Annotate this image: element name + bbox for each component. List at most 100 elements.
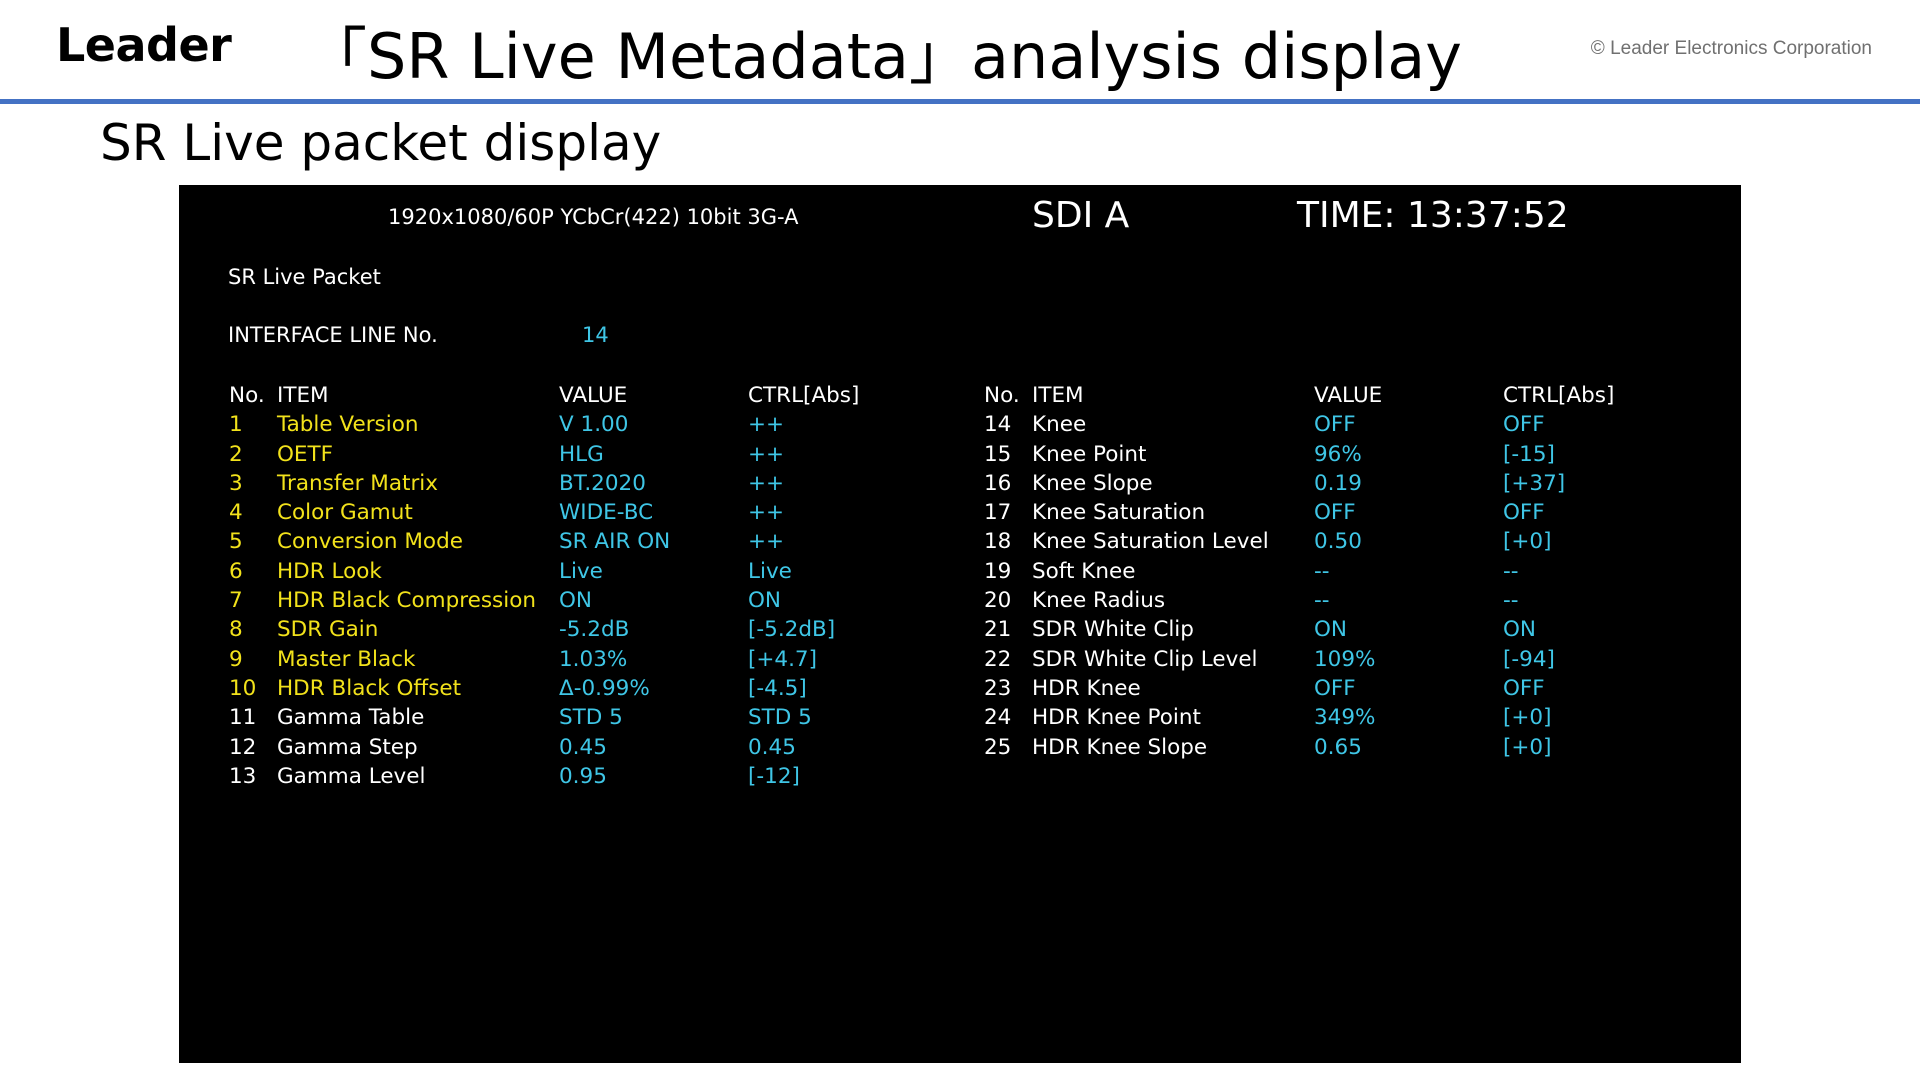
row-ctrl: [-12]: [748, 763, 800, 789]
row-value: 0.65: [1314, 734, 1362, 760]
column-header-no: No.: [984, 383, 1020, 408]
row-value: SR AIR ON: [559, 529, 671, 555]
row-value: 0.19: [1314, 470, 1362, 496]
row-ctrl: STD 5: [748, 705, 812, 731]
row-item: Gamma Table: [277, 705, 425, 731]
row-item: Knee Saturation Level: [1032, 529, 1269, 555]
row-value: 109%: [1314, 646, 1376, 672]
row-value: V 1.00: [559, 412, 629, 438]
row-item: SDR Gain: [277, 617, 379, 643]
row-value: 96%: [1314, 441, 1362, 467]
header-divider: [0, 99, 1920, 104]
row-value: ON: [559, 588, 593, 614]
row-number: 5: [229, 529, 243, 555]
row-ctrl: ++: [748, 441, 785, 467]
row-ctrl: OFF: [1503, 412, 1545, 438]
row-item: Transfer Matrix: [277, 470, 438, 496]
row-number: 13: [229, 763, 257, 789]
row-value: --: [1314, 588, 1330, 614]
row-value: OFF: [1314, 500, 1356, 526]
row-number: 22: [984, 646, 1012, 672]
row-ctrl: --: [1503, 558, 1519, 584]
row-item: Knee Slope: [1032, 470, 1153, 496]
row-item: Knee: [1032, 412, 1087, 438]
row-ctrl: [+0]: [1503, 734, 1552, 760]
row-ctrl: ON: [748, 588, 782, 614]
row-number: 8: [229, 617, 243, 643]
row-number: 19: [984, 558, 1012, 584]
row-value: -5.2dB: [559, 617, 630, 643]
copyright-notice: © Leader Electronics Corporation: [1590, 38, 1872, 59]
row-number: 14: [984, 412, 1012, 438]
row-value: Live: [559, 558, 603, 584]
row-item: HDR Knee Slope: [1032, 734, 1208, 760]
row-number: 3: [229, 470, 243, 496]
row-ctrl: ++: [748, 470, 785, 496]
row-item: OETF: [277, 441, 334, 467]
row-number: 6: [229, 558, 243, 584]
row-item: HDR Black Compression: [277, 588, 537, 614]
row-item: SDR White Clip Level: [1032, 646, 1258, 672]
row-item: Gamma Level: [277, 763, 426, 789]
row-number: 9: [229, 646, 243, 672]
column-header-item: ITEM: [277, 383, 329, 408]
row-ctrl: [-15]: [1503, 441, 1555, 467]
video-format-readout: 1920x1080/60P YCbCr(422) 10bit 3G-A: [388, 205, 799, 229]
interface-line-label: INTERFACE LINE No.: [228, 323, 438, 347]
leader-logo: Leader: [56, 18, 232, 72]
column-header-ctrl: CTRL[Abs]: [748, 383, 860, 408]
row-number: 20: [984, 588, 1012, 614]
column-header-no: No.: [229, 383, 265, 408]
row-ctrl: 0.45: [748, 734, 796, 760]
row-value: OFF: [1314, 412, 1356, 438]
row-ctrl: Live: [748, 558, 792, 584]
row-item: HDR Knee: [1032, 675, 1141, 701]
row-item: Color Gamut: [277, 500, 413, 526]
row-number: 21: [984, 617, 1012, 643]
row-value: 349%: [1314, 705, 1376, 731]
time-readout: TIME: 13:37:52: [1297, 195, 1569, 236]
row-value: ON: [1314, 617, 1348, 643]
row-item: HDR Black Offset: [277, 675, 462, 701]
row-number: 18: [984, 529, 1012, 555]
row-value: HLG: [559, 441, 604, 467]
row-ctrl: [+37]: [1503, 470, 1566, 496]
row-ctrl: [+0]: [1503, 529, 1552, 555]
interface-line-value: 14: [582, 323, 609, 347]
row-item: Knee Saturation: [1032, 500, 1206, 526]
row-number: 24: [984, 705, 1012, 731]
row-number: 7: [229, 588, 243, 614]
row-number: 12: [229, 734, 257, 760]
row-value: --: [1314, 558, 1330, 584]
row-item: HDR Look: [277, 558, 382, 584]
packet-title: SR Live Packet: [228, 265, 381, 289]
row-number: 15: [984, 441, 1012, 467]
row-ctrl: ++: [748, 412, 785, 438]
row-value: 1.03%: [559, 646, 628, 672]
row-number: 10: [229, 675, 257, 701]
row-item: Knee Radius: [1032, 588, 1166, 614]
row-ctrl: OFF: [1503, 500, 1545, 526]
row-ctrl: --: [1503, 588, 1519, 614]
row-number: 2: [229, 441, 243, 467]
row-number: 16: [984, 470, 1012, 496]
row-value: WIDE-BC: [559, 500, 654, 526]
section-title: SR Live packet display: [100, 114, 662, 172]
row-item: Knee Point: [1032, 441, 1147, 467]
row-ctrl: ++: [748, 529, 785, 555]
row-ctrl: [+0]: [1503, 705, 1552, 731]
input-channel-label: SDI A: [1032, 195, 1130, 236]
row-item: Gamma Step: [277, 734, 418, 760]
page-title: 「SR Live Metadata」analysis display: [305, 20, 1462, 93]
row-ctrl: [-4.5]: [748, 675, 807, 701]
row-item: Table Version: [277, 412, 419, 438]
row-ctrl: ++: [748, 500, 785, 526]
row-value: STD 5: [559, 705, 623, 731]
row-ctrl: [-5.2dB]: [748, 617, 836, 643]
row-value: BT.2020: [559, 470, 646, 496]
row-number: 23: [984, 675, 1012, 701]
row-number: 17: [984, 500, 1012, 526]
row-number: 4: [229, 500, 243, 526]
row-value: 0.45: [559, 734, 607, 760]
row-item: Master Black: [277, 646, 416, 672]
